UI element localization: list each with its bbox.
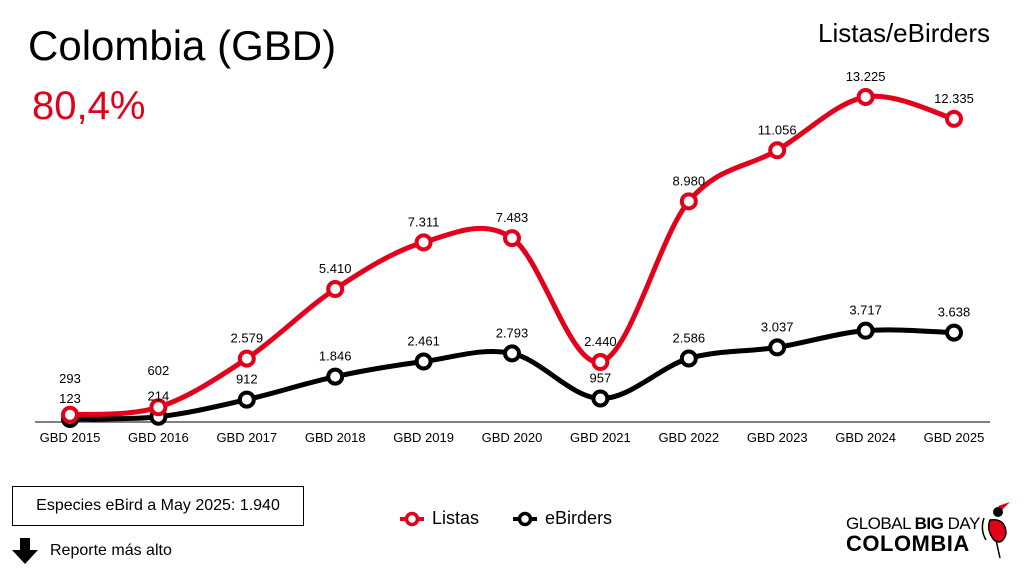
x-tick-label: GBD 2015 bbox=[40, 430, 101, 445]
data-label-ebirders: 214 bbox=[148, 389, 170, 404]
x-tick-label: GBD 2022 bbox=[658, 430, 719, 445]
legend-item-ebirders: eBirders bbox=[513, 508, 612, 529]
data-label-ebirders: 3.717 bbox=[849, 303, 882, 318]
data-label-ebirders: 957 bbox=[590, 370, 612, 385]
data-point-listas bbox=[326, 280, 345, 299]
data-label-ebirders: 2.793 bbox=[496, 325, 529, 340]
data-label-listas: 12.335 bbox=[934, 91, 974, 106]
x-tick-label: GBD 2025 bbox=[924, 430, 985, 445]
data-label-listas: 2.579 bbox=[231, 331, 264, 346]
x-tick-label: GBD 2023 bbox=[747, 430, 808, 445]
data-label-ebirders: 3.037 bbox=[761, 319, 794, 334]
data-label-listas: 7.483 bbox=[496, 210, 529, 225]
data-point-listas bbox=[237, 349, 256, 368]
data-point-ebirders bbox=[237, 390, 256, 409]
data-point-listas bbox=[149, 398, 168, 417]
data-point-ebirders bbox=[414, 352, 433, 371]
data-point-listas bbox=[945, 109, 963, 128]
data-point-ebirders bbox=[856, 321, 875, 340]
data-label-listas: 293 bbox=[59, 371, 81, 386]
legend-item-listas: Listas bbox=[400, 508, 479, 529]
line-chart: GBD 2015 GBD 2016 GBD 2017 GBD 2018 GBD 2019… bbox=[35, 69, 990, 445]
arrow-down-icon bbox=[12, 538, 38, 564]
percentage: 80,4% bbox=[32, 84, 146, 128]
legend-label: eBirders bbox=[545, 508, 613, 528]
data-point-listas bbox=[856, 88, 875, 106]
data-label-listas: 7.311 bbox=[408, 214, 440, 229]
data-point-ebirders bbox=[591, 389, 610, 408]
data-label-listas: 11.056 bbox=[758, 122, 797, 137]
legend-marker-listas bbox=[400, 511, 424, 526]
series-line-ebirders bbox=[69, 327, 955, 422]
x-tick-label: GBD 2018 bbox=[305, 430, 366, 445]
report-label: Reporte más alto bbox=[50, 542, 172, 559]
x-tick-label: GBD 2024 bbox=[835, 430, 896, 445]
legend-label: Listas bbox=[432, 508, 480, 528]
data-point-listas bbox=[679, 192, 698, 211]
data-label-ebirders: 1.846 bbox=[319, 349, 352, 364]
data-point-ebirders bbox=[945, 323, 963, 342]
data-label-ebirders: 3.638 bbox=[938, 305, 971, 320]
data-label-listas: 602 bbox=[148, 363, 170, 378]
page-title: Colombia (GBD) bbox=[28, 22, 337, 69]
data-point-listas bbox=[61, 405, 79, 424]
data-label-ebirders: 2.586 bbox=[673, 330, 706, 345]
report-note: Reporte más alto bbox=[10, 538, 172, 564]
data-point-ebirders bbox=[768, 338, 787, 357]
data-point-listas bbox=[503, 229, 521, 248]
data-point-ebirders bbox=[326, 367, 345, 386]
series-line-listas bbox=[69, 93, 955, 418]
x-tick-label: GBD 2017 bbox=[216, 430, 277, 445]
x-tick-label: GBD 2021 bbox=[570, 430, 631, 445]
data-point-listas bbox=[768, 141, 787, 160]
data-label-ebirders: 912 bbox=[236, 372, 258, 387]
data-point-listas bbox=[414, 233, 433, 252]
data-label-ebirders: 2.461 bbox=[407, 334, 440, 349]
data-label-ebirders: 123 bbox=[59, 391, 81, 406]
global-big-day-colombia-logo: GLOBAL BIG DAY COLOMBIA bbox=[846, 500, 1016, 560]
bird-icon bbox=[981, 502, 1010, 559]
chart-subtitle: Listas/eBirders bbox=[818, 18, 990, 48]
data-point-ebirders bbox=[679, 349, 698, 368]
legend: Listas eBirders bbox=[400, 508, 612, 529]
info-box: Especies eBird a May 2025: 1.940 bbox=[12, 486, 304, 526]
data-point-listas bbox=[591, 353, 610, 372]
x-tick-label: GBD 2016 bbox=[128, 430, 189, 445]
data-label-listas: 13.225 bbox=[846, 69, 886, 84]
data-point-ebirders bbox=[503, 344, 521, 363]
data-label-listas: 2.440 bbox=[584, 334, 617, 349]
x-tick-label: GBD 2019 bbox=[393, 430, 454, 445]
data-label-listas: 5.410 bbox=[319, 261, 352, 276]
x-tick-label: GBD 2020 bbox=[482, 430, 543, 445]
legend-marker-ebirders bbox=[513, 511, 538, 526]
data-label-listas: 8.980 bbox=[673, 173, 706, 188]
